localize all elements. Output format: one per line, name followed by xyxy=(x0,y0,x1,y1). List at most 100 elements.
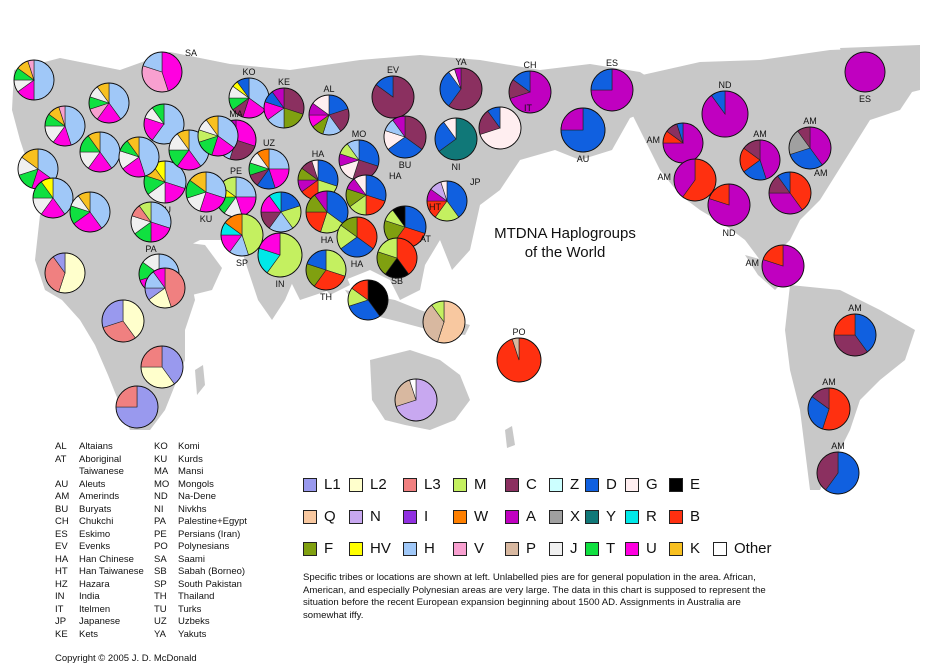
pie-outline xyxy=(673,158,717,202)
pie-chart-ha: HA xyxy=(305,190,349,245)
abbreviation-name: South Pakistan xyxy=(178,578,242,590)
abbreviation-list-column-2: KO Komi KU Kurds MA Mansi MO Mongols ND Na-Dene NI… xyxy=(154,441,247,641)
pie-label: HA xyxy=(321,235,334,245)
abbreviation-name: Aboriginal xyxy=(79,453,122,465)
abbreviation-code: AU xyxy=(55,478,69,490)
pie-outline xyxy=(426,180,468,222)
abbreviation-row: PA Palestine+Egypt xyxy=(154,516,247,529)
pie-chart-am: AM xyxy=(833,303,877,357)
legend-label: H xyxy=(424,540,435,557)
legend-label: C xyxy=(526,476,537,493)
abbreviation-code: IT xyxy=(55,603,64,615)
pie-outline xyxy=(807,387,851,431)
legend-item: D xyxy=(585,476,617,493)
pie-chart-am: AM xyxy=(768,168,828,215)
legend-item: M xyxy=(453,476,487,493)
abbreviation-row: SA Saami xyxy=(154,554,247,567)
pie-outline xyxy=(69,191,111,233)
pie-outline xyxy=(140,345,184,389)
abbreviation-row: MA Mansi xyxy=(154,466,247,479)
abbreviation-name: Komi xyxy=(178,441,200,452)
abbreviation-code: HA xyxy=(55,553,69,565)
legend-label: T xyxy=(606,540,616,557)
pie-chart-unlabelled xyxy=(88,82,130,124)
pie-label: PO xyxy=(512,327,525,337)
abbreviation-row: Taiwanese xyxy=(55,466,144,479)
pie-label: HA xyxy=(351,259,364,269)
pie-chart-tu: TU xyxy=(143,160,187,215)
legend-item: HV xyxy=(349,540,391,557)
legend-swatch xyxy=(349,477,363,492)
pie-outline xyxy=(248,148,290,190)
pie-label: AM xyxy=(647,135,661,145)
pie-outline xyxy=(434,117,478,161)
abbreviation-code: PO xyxy=(154,541,168,552)
pie-chart-bu: BU xyxy=(383,115,427,170)
legend-swatch xyxy=(585,477,599,492)
abbreviation-name: Mongols xyxy=(178,478,214,490)
pie-chart-jp: JP xyxy=(426,177,481,222)
pie-chart-ke: KE xyxy=(263,77,305,129)
abbreviation-name: Sabah (Borneo) xyxy=(178,566,246,577)
pie-label: KU xyxy=(200,214,213,224)
legend-label: Other xyxy=(734,540,772,557)
abbreviation-code: KO xyxy=(154,441,168,452)
pie-chart-uz: UZ xyxy=(248,138,290,190)
abbreviation-row: CH Chukchi xyxy=(55,516,144,529)
pie-chart-pa: PA xyxy=(130,201,172,254)
abbreviation-code: CH xyxy=(55,516,69,527)
abbreviation-name: Evenks xyxy=(79,541,111,552)
abbreviation-name: Han Chinese xyxy=(79,553,134,565)
map-title: MTDNA Haplogroups of the World xyxy=(470,224,660,262)
legend-swatch xyxy=(625,477,639,492)
pie-outline xyxy=(394,378,438,422)
pie-chart-ya: YA xyxy=(439,57,483,111)
pie-outline xyxy=(143,160,187,204)
pie-label: ES xyxy=(606,58,618,68)
pie-outline xyxy=(768,171,812,215)
legend-swatch xyxy=(549,477,563,492)
abbreviation-name: Altaians xyxy=(79,441,113,452)
abbreviation-name: Buryats xyxy=(79,503,112,515)
pie-outline xyxy=(478,106,522,150)
abbreviation-name: Na-Dene xyxy=(178,491,217,502)
legend-label: R xyxy=(646,508,657,525)
pie-label: ES xyxy=(859,94,871,104)
abbreviation-row: HA Han Chinese xyxy=(55,554,144,567)
pie-label: KE xyxy=(278,77,290,87)
pie-chart-unlabelled xyxy=(394,378,438,422)
abbreviation-code: PE xyxy=(154,528,167,540)
pie-label: AT xyxy=(420,234,431,244)
pie-chart-al: AL xyxy=(308,84,350,136)
pie-outline xyxy=(816,451,860,495)
abbreviation-row: KU Kurds xyxy=(154,454,247,467)
pie-label: PA xyxy=(145,244,156,254)
pie-chart-am: AM xyxy=(658,158,717,202)
pie-label: ND xyxy=(719,80,732,90)
pie-outline xyxy=(336,216,378,258)
pie-chart-nd: ND xyxy=(707,183,751,238)
pie-chart-unlabelled xyxy=(44,252,86,294)
legend-item: Q xyxy=(303,508,336,525)
abbreviation-row: KO Komi xyxy=(154,441,247,454)
pie-outline xyxy=(197,115,239,157)
pie-label: AL xyxy=(323,84,334,94)
legend-swatch xyxy=(349,541,363,556)
legend-swatch xyxy=(585,509,599,524)
legend-item: J xyxy=(549,540,578,557)
abbreviation-code: YA xyxy=(154,628,166,640)
abbreviation-row: KE Kets xyxy=(55,629,144,642)
pie-chart-sa: SA xyxy=(141,48,197,93)
abbreviation-code: HT xyxy=(55,566,68,577)
pie-chart-am: AM xyxy=(816,441,860,495)
pie-outline xyxy=(130,201,172,243)
pie-chart-ha: HA xyxy=(345,171,402,216)
abbreviation-row: PO Polynesians xyxy=(154,541,247,554)
pie-outline xyxy=(833,313,877,357)
abbreviation-name: Polynesians xyxy=(178,541,230,552)
pie-chart-ev: EV xyxy=(371,65,415,119)
legend-item: R xyxy=(625,508,657,525)
legend-item: F xyxy=(303,540,333,557)
legend-label: V xyxy=(474,540,485,557)
